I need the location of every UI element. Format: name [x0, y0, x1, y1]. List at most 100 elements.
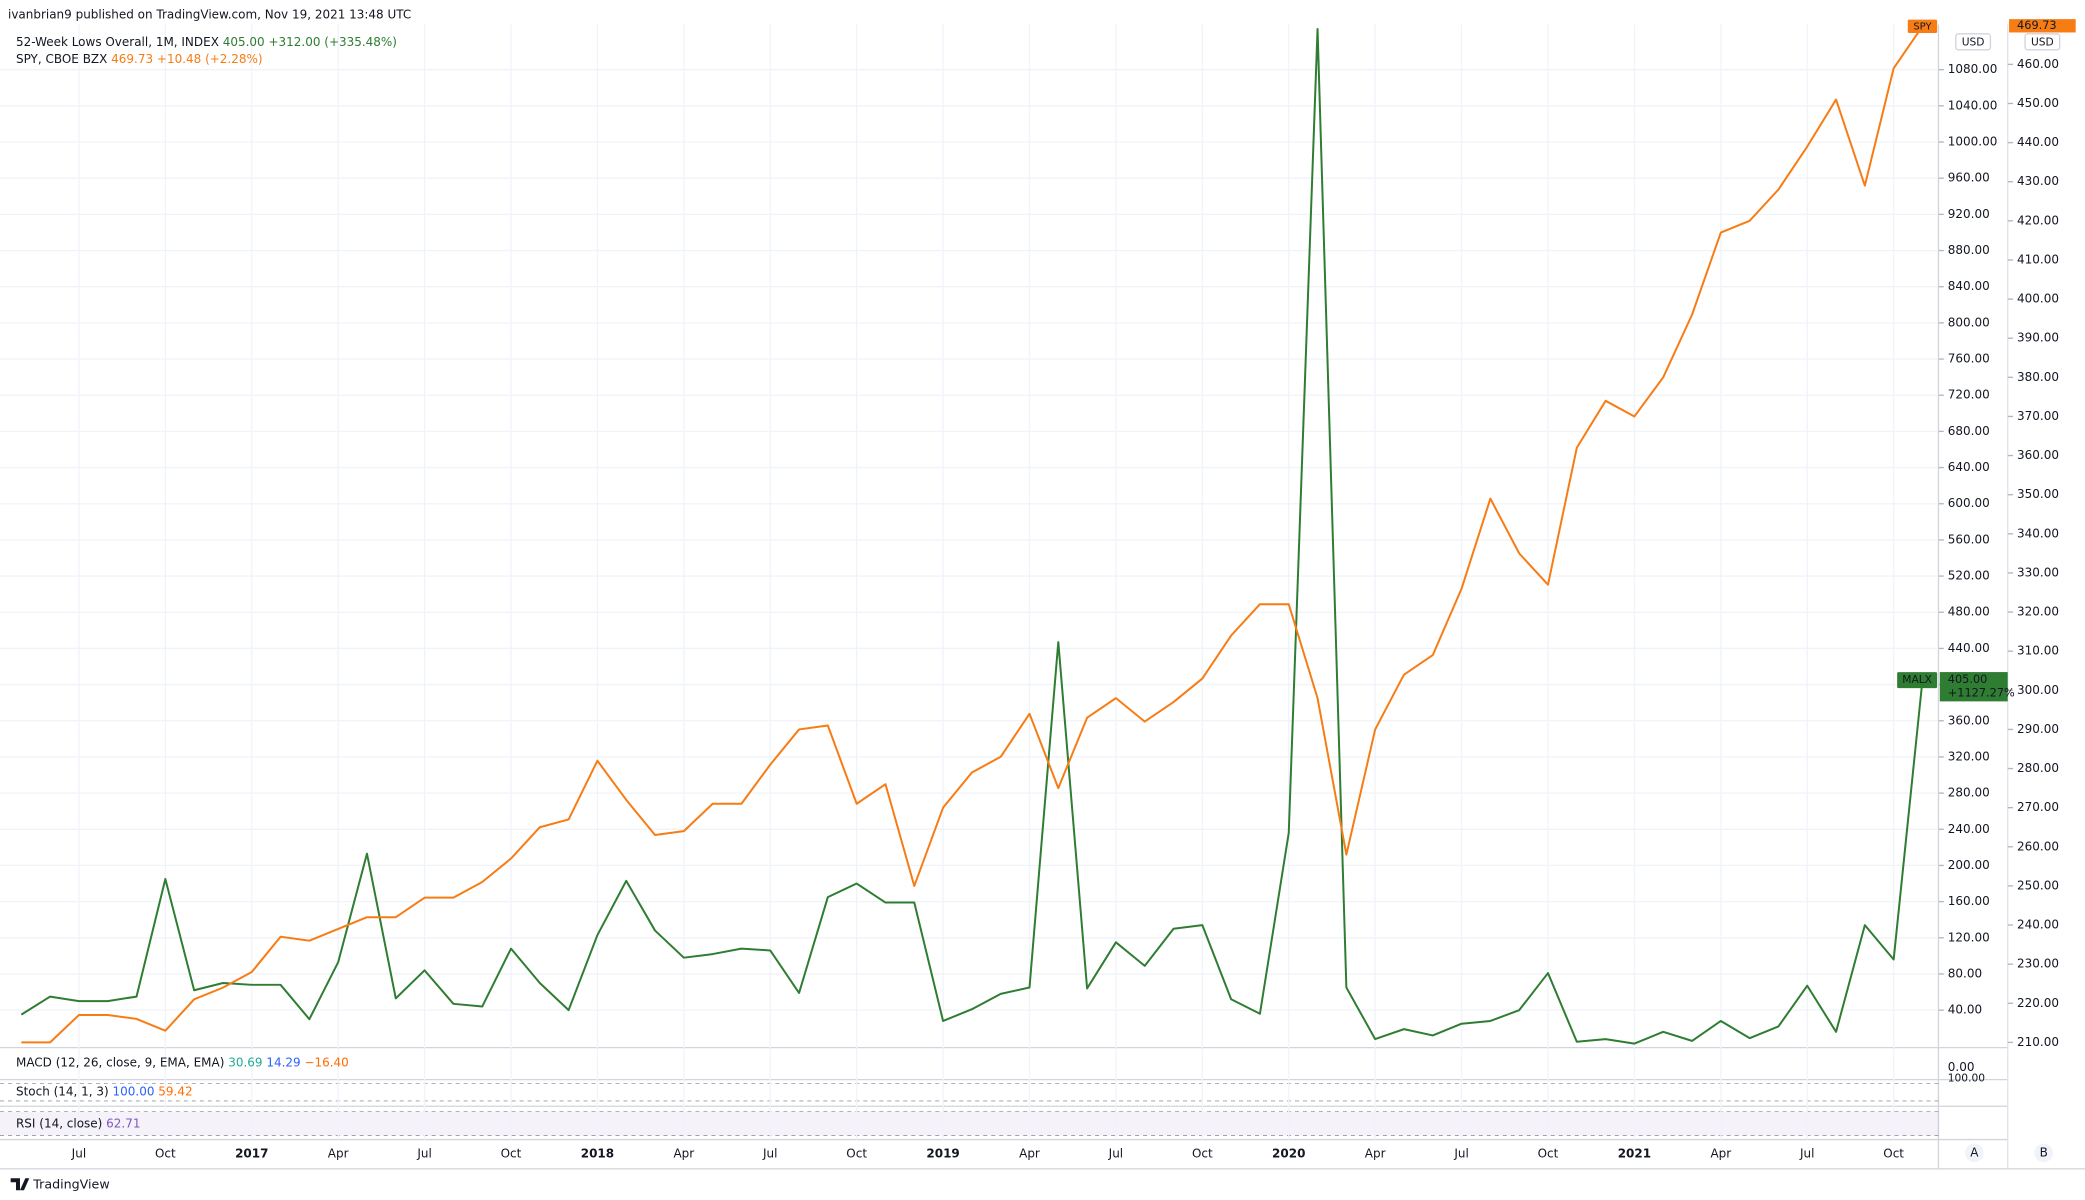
x-tick-label: Oct	[155, 1147, 176, 1161]
price-tag-change: +1127.27%	[1948, 685, 2015, 699]
x-tick-label: Oct	[1538, 1147, 1559, 1161]
currency-box	[2024, 33, 2061, 51]
rsi-band	[0, 1111, 1939, 1136]
x-tick-label: 2017	[235, 1147, 268, 1161]
y-tick-label: 1000.00	[1948, 135, 1998, 149]
y-tick-label: 1080.00	[1948, 62, 1998, 76]
x-tick-label: 2020	[1272, 1147, 1305, 1161]
grid	[0, 24, 1939, 1140]
y-tick-label: 80.00	[1948, 966, 1982, 980]
x-tick-label: Oct	[1192, 1147, 1213, 1161]
legend: 52-Week Lows Overall, 1M, INDEX 405.00 +…	[16, 34, 397, 48]
y-tick-label: 560.00	[1948, 532, 1990, 546]
y2-tick-label: 290.00	[2017, 722, 2059, 736]
y2-tick-label: 370.00	[2017, 409, 2059, 423]
y-tick-label: 200.00	[1948, 858, 1990, 872]
y2-tick-label: 310.00	[2017, 644, 2059, 658]
x-tick-label: Jul	[762, 1147, 777, 1161]
series-line	[20, 27, 1924, 1045]
y2-tick-label: 450.00	[2017, 96, 2059, 110]
indicator-value: 62.71	[106, 1116, 140, 1130]
y2-tick-label: 210.00	[2017, 1035, 2059, 1049]
y2-tick-label: 330.00	[2017, 565, 2059, 579]
legend-name: SPY, CBOE BZX	[16, 52, 107, 66]
price-tag-box	[1939, 672, 2008, 702]
y2-tick-label: 340.00	[2017, 526, 2059, 540]
y2-tick-label: 270.00	[2017, 800, 2059, 814]
x-tick-label: Jul	[1108, 1147, 1123, 1161]
y-tick-label: 840.00	[1948, 279, 1990, 293]
y2-tick-label: 440.00	[2017, 135, 2059, 149]
x-tick-label: Apr	[1365, 1147, 1386, 1161]
y-tick-label: 720.00	[1948, 388, 1990, 402]
indicator-axis-label: 100.00	[1948, 1071, 1985, 1084]
y-tick-label: 800.00	[1948, 315, 1990, 329]
x-tick-label: Apr	[1710, 1147, 1731, 1161]
y-tick-label: 520.00	[1948, 569, 1990, 583]
scale-button-label[interactable]: A	[1970, 1145, 1979, 1159]
legend-change: +312.00 (+335.48%)	[268, 34, 396, 48]
indicator-value: 59.42	[158, 1084, 192, 1098]
y-tick-label: 440.00	[1948, 641, 1990, 655]
y2-tick-label: 250.00	[2017, 878, 2059, 892]
legend: SPY, CBOE BZX 469.73 +10.48 (+2.28%)	[16, 52, 263, 66]
y2-tick-label: 300.00	[2017, 683, 2059, 697]
price-tag-symbol-box	[1897, 672, 1938, 689]
brand: TradingView	[32, 1176, 109, 1191]
y-tick-label: 480.00	[1948, 605, 1990, 619]
y-tick-label: 40.00	[1948, 1003, 1982, 1017]
price-tag-symbol: SPY	[1913, 21, 1932, 32]
y2-tick-label: 390.00	[2017, 331, 2059, 345]
x-tick-label: Jul	[71, 1147, 86, 1161]
y2-tick-label: 400.00	[2017, 292, 2059, 306]
y2-tick-label: 320.00	[2017, 605, 2059, 619]
y-tick-label: 760.00	[1948, 352, 1990, 366]
y-tick-label: 160.00	[1948, 894, 1990, 908]
y2-tick-label: 380.00	[2017, 370, 2059, 384]
price-tag-box	[2009, 19, 2076, 33]
x-tick-label: Jul	[416, 1147, 431, 1161]
price-tag-price: 469.73	[2017, 18, 2057, 32]
y-tick-label: 640.00	[1948, 460, 1990, 474]
y2-tick-label: 230.00	[2017, 957, 2059, 971]
indicator-name: RSI (14, close)	[16, 1116, 102, 1130]
y-tick-label: 320.00	[1948, 749, 1990, 763]
price-tag-symbol: MALX	[1902, 673, 1932, 686]
y-tick-label: 240.00	[1948, 822, 1990, 836]
indicator-label: Stoch (14, 1, 3) 100.00 59.42	[16, 1084, 193, 1098]
legend-last: 469.73	[111, 52, 153, 66]
x-tick-label: Apr	[673, 1147, 694, 1161]
x-tick-label: Oct	[501, 1147, 522, 1161]
price-tag-price: 405.00	[1948, 672, 1988, 686]
brand-logo	[10, 1178, 30, 1191]
y-tick-label: 360.00	[1948, 713, 1990, 727]
y2-tick-label: 220.00	[2017, 996, 2059, 1010]
price-tag-symbol-box	[1907, 19, 1938, 33]
currency-label: USD	[1962, 35, 1985, 48]
y2-tick-label: 260.00	[2017, 839, 2059, 853]
y-tick-label: 960.00	[1948, 171, 1990, 185]
x-tick-label: Oct	[1883, 1147, 1904, 1161]
scale-button[interactable]	[1965, 1143, 1984, 1163]
y-tick-label: 920.00	[1948, 207, 1990, 221]
indicator-name: MACD (12, 26, close, 9, EMA, EMA)	[16, 1055, 224, 1069]
scale-button[interactable]	[2034, 1143, 2054, 1163]
x-tick-label: Jul	[1453, 1147, 1468, 1161]
scale-button-label[interactable]: B	[2040, 1145, 2048, 1159]
indicator-value: 100.00	[113, 1084, 155, 1098]
y2-tick-label: 410.00	[2017, 252, 2059, 266]
currency-box	[1955, 33, 1992, 51]
x-tick-label: 2019	[926, 1147, 959, 1161]
legend-name: 52-Week Lows Overall, 1M, INDEX	[16, 34, 219, 48]
indicator-label: RSI (14, close) 62.71	[16, 1116, 140, 1130]
y2-tick-label: 350.00	[2017, 487, 2059, 501]
y-tick-label: 1040.00	[1948, 98, 1998, 112]
x-tick-label: Oct	[846, 1147, 867, 1161]
y-tick-label: 680.00	[1948, 424, 1990, 438]
x-tick-label: Apr	[1019, 1147, 1040, 1161]
axes: Jul Oct 2017 Apr Jul Oct 2018 Apr Jul Oct 2019 Apr J…	[71, 57, 2059, 1161]
series-line	[21, 25, 1924, 1044]
indicator-axis-label: 0.00	[1948, 1060, 1975, 1074]
indicator-label: MACD (12, 26, close, 9, EMA, EMA) 30.69 …	[16, 1055, 349, 1069]
